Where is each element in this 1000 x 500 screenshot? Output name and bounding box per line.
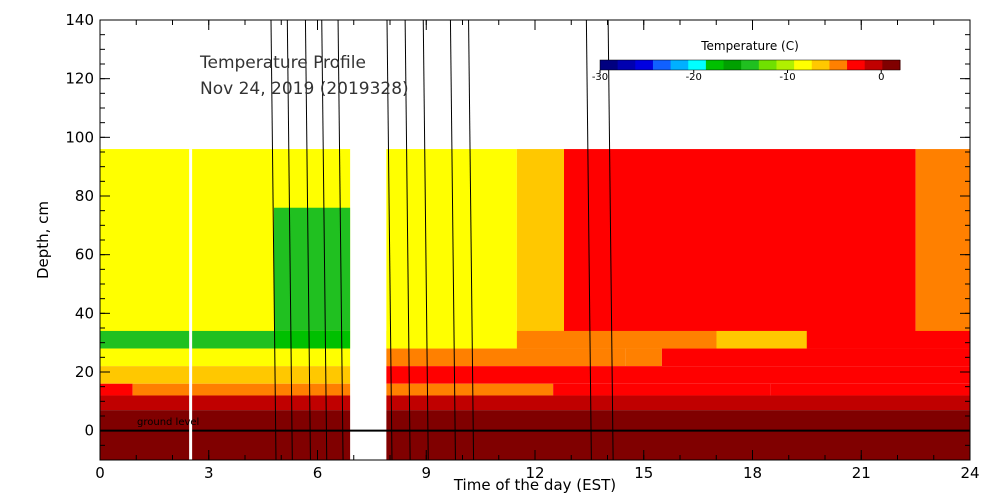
y-tick-label: 120 xyxy=(65,70,94,88)
x-axis-label: Time of the day (EST) xyxy=(453,476,616,494)
plot-area xyxy=(100,19,970,461)
colorbar-swatch xyxy=(723,60,742,70)
colorbar-swatch xyxy=(705,60,725,70)
y-tick-label: 20 xyxy=(75,363,94,381)
heatmap-cell-layer-2-seg-2 xyxy=(386,330,517,349)
heatmap-cell-layer-5-seg-3 xyxy=(553,383,771,396)
x-tick-label: 24 xyxy=(960,464,979,482)
colorbar-swatch xyxy=(670,60,689,70)
heatmap-cell-layer-2-seg-3 xyxy=(516,330,717,349)
colorbar-tick-label: -20 xyxy=(686,72,702,83)
heatmap-cell-layer-2-seg-4 xyxy=(716,330,807,349)
colorbar-swatch xyxy=(635,60,654,70)
heatmap-cell-layer-6-seg-2 xyxy=(386,395,579,411)
heatmap-cell-layer-7-seg-0 xyxy=(100,410,351,460)
y-tick-label: 140 xyxy=(65,11,94,29)
colorbar-swatch xyxy=(652,60,672,70)
colorbar-swatch xyxy=(741,60,760,70)
heatmap-cell-layer-0-seg-4 xyxy=(564,149,916,349)
x-tick-label: 6 xyxy=(313,464,323,482)
heatmap-cell-layer-5-seg-1 xyxy=(132,383,351,396)
colorbar-frame xyxy=(599,59,901,71)
heatmap-cell-layer-0-seg-3 xyxy=(516,149,564,349)
heatmap-cell-layer-6-seg-0 xyxy=(100,395,158,411)
heatmap-cell-layer-6-seg-3 xyxy=(578,395,970,411)
heatmap-cell-layer-0-seg-0 xyxy=(100,149,274,349)
colorbar-swatch xyxy=(617,60,636,70)
pointer-line-8 xyxy=(449,19,456,461)
heatmap-cell-layer-4-seg-1 xyxy=(386,366,970,384)
colorbar-swatch xyxy=(794,60,813,70)
heatmap-cell-layer-2-seg-5 xyxy=(806,330,970,349)
heatmap-cell-layer-2-seg-1 xyxy=(274,330,351,349)
colorbar-tick-label: 0 xyxy=(878,72,884,83)
x-tick-label: 12 xyxy=(525,464,544,482)
colorbar-swatch xyxy=(688,60,707,70)
x-tick-label: 3 xyxy=(204,464,214,482)
y-axis-label: Depth, cm xyxy=(34,201,52,279)
colorbar-swatch xyxy=(829,60,848,70)
y-tick-label: 40 xyxy=(75,304,94,322)
heatmap-cell-layer-5-seg-0 xyxy=(100,383,133,396)
pointer-line-11 xyxy=(607,19,614,461)
colorbar-swatch xyxy=(847,60,866,70)
pointer-line-0 xyxy=(270,19,277,461)
x-tick-label: 21 xyxy=(852,464,871,482)
pointer-line-3 xyxy=(321,19,328,461)
pointer-line-6 xyxy=(404,19,411,461)
y-tick-label: 100 xyxy=(65,128,94,146)
colorbar-swatch xyxy=(600,60,619,70)
pointer-line-9 xyxy=(468,19,475,461)
heatmap-cell-layer-5-seg-2 xyxy=(386,383,554,396)
heatmap-cell-layer-1-seg-0 xyxy=(274,207,351,331)
colorbar-title: Temperature (C) xyxy=(700,39,799,53)
pointer-line-1 xyxy=(286,19,293,461)
heatmap-cell-layer-7-seg-1 xyxy=(386,410,970,460)
heatmap-cell-layer-6-seg-1 xyxy=(158,395,351,411)
heatmap-cell-layer-2-seg-0 xyxy=(100,330,274,349)
y-tick-label: 80 xyxy=(75,187,94,205)
colorbar-tick-label: -30 xyxy=(592,72,608,83)
pointer-line-10 xyxy=(585,19,592,461)
heatmap-cell-layer-4-seg-0 xyxy=(100,366,351,384)
y-tick-label: 60 xyxy=(75,246,94,264)
colorbar: -30 -20 -10 0 xyxy=(592,59,901,83)
heatmap-cell-layer-0-seg-5 xyxy=(915,149,970,349)
colorbar-swatch xyxy=(882,60,901,70)
heatmap-cell-layer-3-seg-2 xyxy=(625,348,662,367)
pointer-line-7 xyxy=(422,19,429,461)
colorbar-swatch xyxy=(811,60,830,70)
x-tick-label: 15 xyxy=(634,464,653,482)
x-tick-label: 0 xyxy=(95,464,105,482)
colorbar-swatch xyxy=(864,60,883,70)
heatmap-cell-layer-3-seg-3 xyxy=(661,348,970,367)
axes: 0 3 6 9 12 15 18 21 24 0 20 40 60 80 100 120 140 xyxy=(65,11,979,482)
ground-level-label: ground level xyxy=(137,417,199,428)
chart-title-line-2: Nov 24, 2019 (2019328) xyxy=(200,79,409,99)
colorbar-swatch xyxy=(758,60,777,70)
colorbar-tick-label: -10 xyxy=(779,72,795,83)
y-tick-label: 0 xyxy=(84,422,94,440)
heatmap-cell-layer-0-seg-2 xyxy=(386,149,517,349)
x-tick-label: 18 xyxy=(743,464,762,482)
pointer-line-4 xyxy=(337,19,344,461)
heatmap-cell-layer-3-seg-1 xyxy=(386,348,626,367)
pointer-line-2 xyxy=(304,19,311,461)
chart-title-line-1: Temperature Profile xyxy=(199,53,366,73)
x-tick-label: 9 xyxy=(421,464,431,482)
colorbar-swatch xyxy=(776,60,795,70)
heatmap-cell-layer-3-seg-0 xyxy=(100,348,351,367)
heatmap-cell-layer-5-seg-4 xyxy=(770,383,970,396)
pointer-line-5 xyxy=(386,19,393,461)
